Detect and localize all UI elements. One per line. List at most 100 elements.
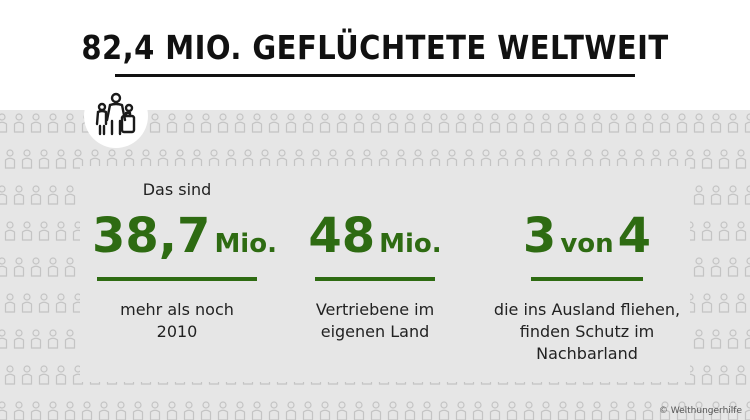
person-outline-icon bbox=[217, 401, 229, 420]
copyright: © Welthungerhilfe bbox=[658, 406, 742, 416]
person-outline-icon bbox=[625, 113, 637, 133]
person-outline-icon bbox=[676, 401, 688, 420]
person-outline-icon bbox=[421, 401, 433, 420]
person-outline-icon bbox=[123, 149, 135, 169]
person-outline-icon bbox=[47, 113, 59, 133]
person-outline-icon bbox=[506, 113, 518, 133]
person-outline-icon bbox=[455, 401, 467, 420]
desc-line: 2010 bbox=[156, 322, 198, 341]
person-outline-icon bbox=[684, 149, 696, 169]
stat-underline bbox=[531, 277, 643, 281]
person-outline-icon bbox=[0, 329, 8, 349]
person-outline-icon bbox=[727, 185, 739, 205]
person-outline-icon bbox=[472, 113, 484, 133]
person-outline-icon bbox=[727, 113, 739, 133]
person-outline-icon bbox=[591, 401, 603, 420]
person-outline-icon bbox=[727, 329, 739, 349]
person-outline-icon bbox=[531, 149, 543, 169]
person-outline-icon bbox=[565, 149, 577, 169]
title-underline bbox=[115, 74, 635, 77]
person-outline-icon bbox=[251, 113, 263, 133]
person-outline-icon bbox=[183, 401, 195, 420]
person-outline-icon bbox=[30, 329, 42, 349]
desc-line: finden Schutz im bbox=[519, 322, 655, 341]
person-outline-icon bbox=[64, 401, 76, 420]
person-outline-icon bbox=[735, 293, 747, 313]
person-outline-icon bbox=[55, 149, 67, 169]
stat-neighbouring-countries: 3 von4 die ins Ausland fliehen, finden Sc… bbox=[487, 180, 687, 365]
desc-line: eigenen Land bbox=[320, 322, 430, 341]
person-outline-icon bbox=[710, 401, 722, 420]
person-outline-icon bbox=[285, 113, 297, 133]
person-outline-icon bbox=[149, 113, 161, 133]
person-outline-icon bbox=[633, 149, 645, 169]
person-outline-icon bbox=[55, 293, 67, 313]
person-outline-icon bbox=[608, 401, 620, 420]
desc-line: Nachbarland bbox=[536, 344, 638, 363]
person-outline-icon bbox=[710, 257, 722, 277]
desc-line: Vertriebene im bbox=[315, 300, 435, 319]
person-outline-icon bbox=[744, 113, 750, 133]
stat-difference-2010: Das sind 38,7 Mio. mehr als noch 2010 bbox=[92, 180, 277, 343]
person-outline-icon bbox=[370, 113, 382, 133]
person-outline-icon bbox=[344, 149, 356, 169]
person-outline-icon bbox=[455, 113, 467, 133]
refugee-badge bbox=[84, 84, 148, 148]
person-outline-icon bbox=[38, 221, 50, 241]
person-outline-icon bbox=[438, 113, 450, 133]
person-outline-icon bbox=[4, 149, 16, 169]
person-outline-icon bbox=[353, 113, 365, 133]
person-outline-icon bbox=[642, 401, 654, 420]
person-outline-icon bbox=[557, 113, 569, 133]
person-outline-icon bbox=[701, 365, 713, 385]
person-outline-icon bbox=[38, 149, 50, 169]
person-outline-icon bbox=[13, 185, 25, 205]
person-outline-icon bbox=[489, 401, 501, 420]
person-outline-icon bbox=[693, 329, 705, 349]
person-outline-icon bbox=[599, 149, 611, 169]
person-outline-icon bbox=[404, 113, 416, 133]
person-outline-icon bbox=[710, 113, 722, 133]
person-outline-icon bbox=[735, 149, 747, 169]
person-outline-icon bbox=[472, 401, 484, 420]
person-outline-icon bbox=[4, 293, 16, 313]
person-outline-icon bbox=[701, 221, 713, 241]
person-outline-icon bbox=[744, 329, 750, 349]
person-outline-icon bbox=[642, 113, 654, 133]
person-outline-icon bbox=[727, 401, 739, 420]
person-outline-icon bbox=[157, 149, 169, 169]
person-outline-icon bbox=[13, 329, 25, 349]
person-outline-icon bbox=[523, 113, 535, 133]
person-outline-icon bbox=[744, 257, 750, 277]
person-outline-icon bbox=[276, 149, 288, 169]
person-outline-icon bbox=[47, 185, 59, 205]
person-outline-icon bbox=[327, 149, 339, 169]
person-outline-icon bbox=[574, 401, 586, 420]
person-outline-icon bbox=[701, 293, 713, 313]
stat-number: 38,7 bbox=[92, 208, 211, 264]
person-outline-icon bbox=[13, 257, 25, 277]
person-outline-icon bbox=[200, 401, 212, 420]
person-outline-icon bbox=[693, 401, 705, 420]
person-outline-icon bbox=[21, 365, 33, 385]
stat-prefix: Das sind bbox=[142, 180, 212, 199]
stat-prefix bbox=[305, 180, 445, 202]
person-outline-icon bbox=[47, 401, 59, 420]
person-outline-icon bbox=[302, 113, 314, 133]
person-outline-icon bbox=[727, 257, 739, 277]
person-outline-icon bbox=[30, 113, 42, 133]
person-outline-icon bbox=[21, 221, 33, 241]
person-outline-icon bbox=[718, 149, 730, 169]
stat-underline bbox=[315, 277, 435, 281]
person-outline-icon bbox=[98, 401, 110, 420]
person-outline-icon bbox=[81, 401, 93, 420]
stat-prefix bbox=[487, 180, 687, 202]
person-outline-icon bbox=[0, 401, 8, 420]
person-outline-icon bbox=[523, 401, 535, 420]
stat-description: die ins Ausland fliehen, finden Schutz i… bbox=[487, 299, 687, 365]
desc-line: mehr als noch bbox=[120, 300, 234, 319]
person-outline-icon bbox=[387, 113, 399, 133]
person-outline-icon bbox=[166, 113, 178, 133]
person-outline-icon bbox=[608, 113, 620, 133]
person-outline-icon bbox=[310, 149, 322, 169]
